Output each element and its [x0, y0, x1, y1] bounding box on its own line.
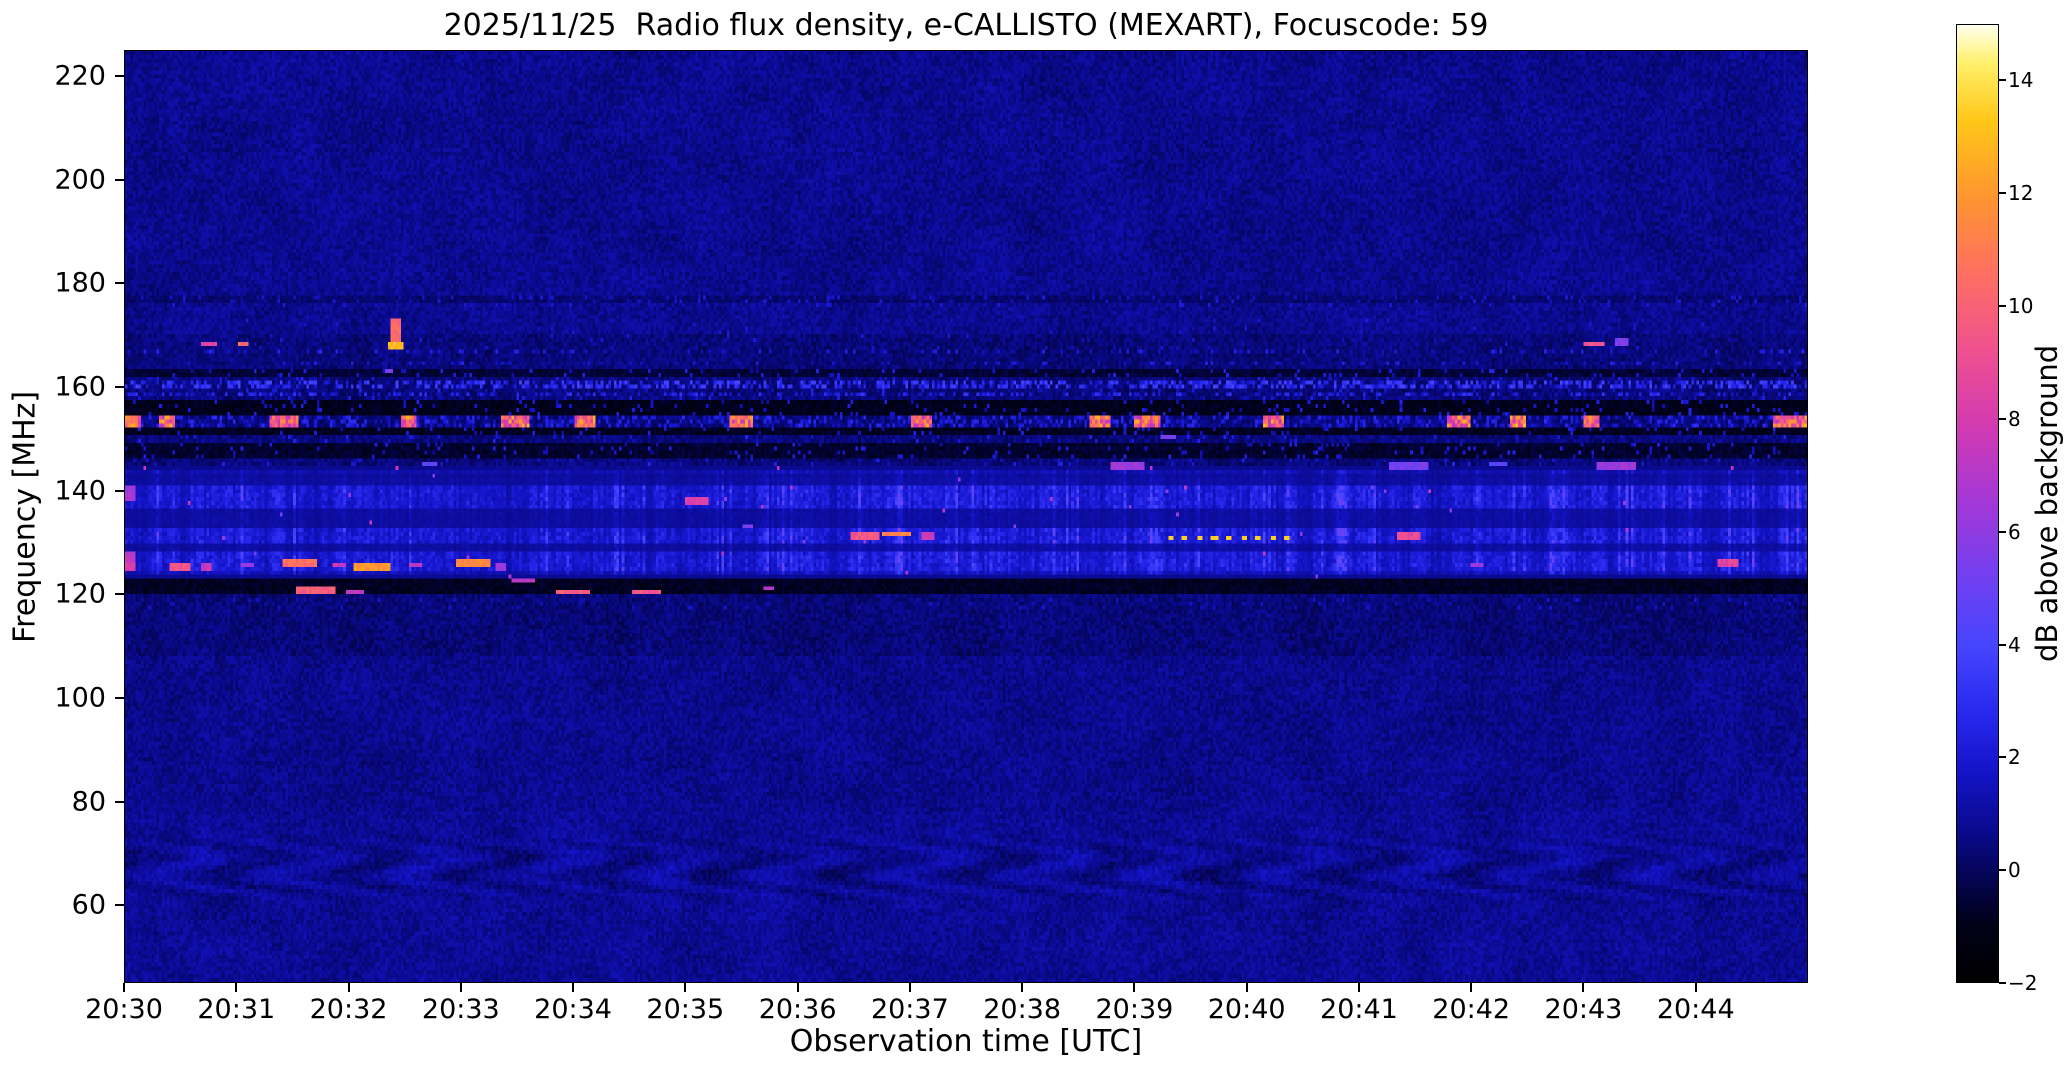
x-tick-mark	[796, 983, 799, 992]
x-tick-label: 20:36	[758, 994, 837, 1025]
colorbar-tick-mark	[1999, 417, 2006, 420]
x-tick-mark	[908, 983, 911, 992]
colorbar	[1956, 24, 1999, 983]
colorbar-tick-mark	[1999, 869, 2006, 872]
y-tick-mark	[115, 282, 124, 285]
y-tick-mark	[115, 904, 124, 907]
spectrogram-image	[125, 51, 1807, 982]
colorbar-tick-mark	[1999, 79, 2006, 82]
colorbar-tick-mark	[1999, 530, 2006, 533]
x-tick-label: 20:38	[983, 994, 1062, 1025]
y-tick-label: 200	[54, 164, 106, 196]
colorbar-tick-label: 14	[2008, 68, 2034, 93]
y-tick-label: 160	[54, 371, 106, 403]
colorbar-tick-label: −2	[2008, 971, 2038, 995]
colorbar-tick-mark	[1999, 982, 2006, 984]
colorbar-tick-mark	[1999, 643, 2006, 646]
x-tick-mark	[1357, 983, 1360, 992]
x-tick-label: 20:42	[1432, 994, 1511, 1025]
y-tick-label: 180	[54, 267, 106, 299]
colorbar-tick-label: 10	[2008, 294, 2034, 319]
x-tick-label: 20:31	[197, 994, 276, 1025]
colorbar-tick-label: 4	[2008, 632, 2021, 657]
x-tick-mark	[1245, 983, 1248, 992]
x-tick-label: 20:32	[309, 994, 388, 1025]
x-tick-mark	[1133, 983, 1136, 992]
y-tick-label: 140	[54, 475, 106, 507]
x-tick-mark	[347, 983, 350, 992]
colorbar-gradient	[1957, 25, 1998, 982]
x-tick-mark	[1582, 983, 1585, 992]
x-tick-mark	[572, 983, 575, 992]
y-tick-label: 60	[71, 889, 106, 921]
y-tick-label: 100	[54, 682, 106, 714]
x-tick-label: 20:40	[1207, 994, 1286, 1025]
x-tick-mark	[123, 983, 125, 992]
y-tick-mark	[115, 385, 124, 388]
x-tick-mark	[1694, 983, 1697, 992]
y-tick-mark	[115, 74, 124, 77]
x-tick-mark	[1470, 983, 1473, 992]
y-tick-mark	[115, 800, 124, 803]
y-tick-label: 80	[71, 786, 106, 818]
x-tick-mark	[684, 983, 687, 992]
colorbar-tick-mark	[1999, 305, 2006, 308]
colorbar-tick-label: 0	[2008, 858, 2021, 883]
colorbar-tick-mark	[1999, 756, 2006, 759]
colorbar-tick-label: 2	[2008, 745, 2021, 770]
x-tick-label: 20:41	[1320, 994, 1398, 1025]
colorbar-label: dB above background	[2030, 344, 2064, 663]
plot-area	[124, 50, 1808, 983]
y-tick-mark	[115, 178, 124, 181]
x-axis-label: Observation time [UTC]	[789, 1024, 1143, 1059]
y-tick-mark	[115, 593, 124, 596]
x-tick-label: 20:33	[421, 994, 500, 1025]
y-tick-mark	[115, 696, 124, 699]
x-tick-label: 20:44	[1656, 994, 1735, 1025]
x-tick-label: 20:35	[646, 994, 725, 1025]
x-tick-label: 20:34	[534, 994, 612, 1025]
x-tick-mark	[235, 983, 238, 992]
y-tick-mark	[115, 489, 124, 492]
x-tick-label: 20:43	[1544, 994, 1623, 1025]
y-tick-label: 120	[54, 578, 106, 610]
x-tick-label: 20:30	[85, 994, 163, 1025]
chart-title: 2025/11/25 Radio flux density, e-CALLIST…	[443, 8, 1489, 43]
colorbar-tick-label: 8	[2008, 406, 2021, 431]
colorbar-tick-label: 6	[2008, 519, 2021, 544]
x-tick-label: 20:39	[1095, 994, 1174, 1025]
x-tick-mark	[1021, 983, 1024, 992]
x-tick-label: 20:37	[870, 994, 949, 1025]
y-tick-label: 220	[54, 60, 106, 92]
x-tick-mark	[459, 983, 462, 992]
colorbar-tick-label: 12	[2008, 181, 2034, 206]
colorbar-tick-mark	[1999, 192, 2006, 195]
